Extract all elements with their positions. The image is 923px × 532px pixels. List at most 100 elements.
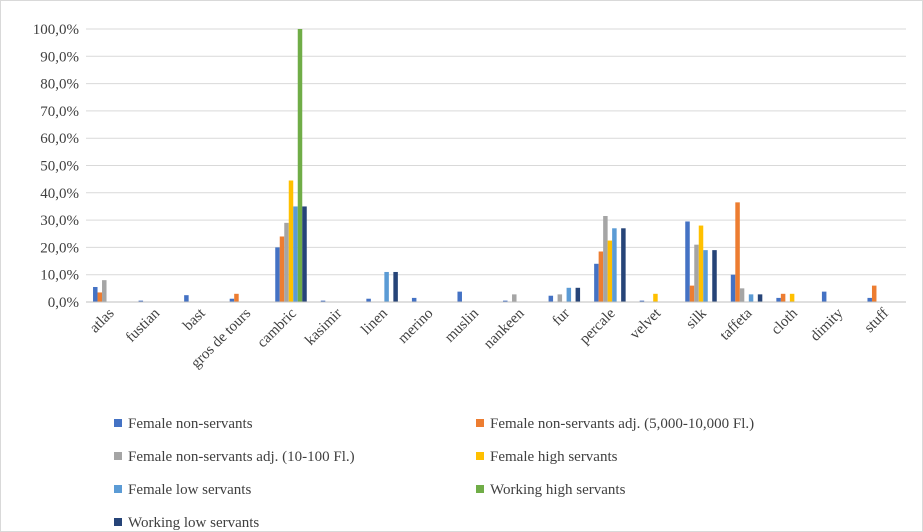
bar <box>594 263 599 302</box>
bar <box>288 180 294 302</box>
x-category-label: bast <box>180 305 209 334</box>
x-category-label: merino <box>395 306 436 347</box>
x-category-label: velvet <box>627 305 665 343</box>
y-tick-label: 70,0% <box>40 104 79 120</box>
bar <box>275 247 280 302</box>
bar <box>566 287 572 302</box>
legend-swatch <box>476 419 484 427</box>
bar <box>503 300 508 302</box>
bar <box>557 294 563 302</box>
bar <box>739 288 745 302</box>
bar <box>598 251 604 302</box>
x-category-label: dimity <box>807 305 846 344</box>
y-tick-label: 0,0% <box>48 295 79 311</box>
bar <box>603 216 608 302</box>
bar <box>102 280 107 302</box>
x-category-label: percale <box>577 305 619 347</box>
bar <box>411 297 417 302</box>
bar <box>138 300 144 302</box>
legend-swatch <box>114 518 122 526</box>
legend-label: Female non-servants adj. (5,000-10,000 F… <box>490 416 754 432</box>
x-category-label: muslin <box>442 305 483 346</box>
bar <box>612 228 617 302</box>
x-category-label: nankeen <box>481 305 528 352</box>
x-category-label: stuff <box>861 306 892 337</box>
bar <box>93 286 98 302</box>
legend-label: Female high servants <box>490 449 618 465</box>
bar <box>229 298 235 302</box>
bar <box>393 271 398 302</box>
x-category-label: fur <box>549 306 573 330</box>
bar <box>302 206 307 302</box>
bar <box>703 250 708 302</box>
x-category-label: kasimir <box>302 306 345 349</box>
y-tick-label: 50,0% <box>40 159 79 175</box>
x-category-label: linen <box>358 305 391 338</box>
bar <box>279 236 285 302</box>
bar <box>776 297 781 302</box>
bar <box>780 293 786 302</box>
bar <box>694 244 699 302</box>
y-tick-label: 10,0% <box>40 268 79 284</box>
x-category-label: fustian <box>123 305 164 346</box>
bar <box>867 297 872 302</box>
bar <box>320 300 326 302</box>
bar <box>698 225 704 302</box>
legend-label: Female non-servants adj. (10-100 Fl.) <box>128 449 355 465</box>
bar <box>730 274 736 302</box>
bar <box>548 295 554 302</box>
bar <box>871 285 877 302</box>
legend-label: Working high servants <box>490 482 626 498</box>
legend-swatch <box>114 452 122 460</box>
bar <box>184 295 189 302</box>
legend-label: Working low servants <box>128 515 259 531</box>
bar <box>685 221 690 302</box>
legend-swatch <box>114 419 122 427</box>
bar <box>366 298 371 302</box>
x-category-label: silk <box>683 305 710 332</box>
bar <box>575 287 581 302</box>
bar <box>712 250 717 302</box>
gridlines <box>86 28 906 276</box>
legend-swatch <box>476 452 484 460</box>
y-axis-tick-labels: 0,0% 10,0% 20,0% 30,0% 40,0% 50,0% 60,0% 70,0% 8… <box>33 22 79 311</box>
bar <box>457 291 462 302</box>
bar <box>748 294 754 302</box>
y-tick-label: 100,0% <box>33 22 79 38</box>
bar <box>821 291 827 302</box>
y-tick-label: 30,0% <box>40 213 79 229</box>
legend: Female non-servants Female non-servants a… <box>114 416 754 531</box>
y-tick-label: 90,0% <box>40 49 79 65</box>
y-tick-label: 20,0% <box>40 240 79 256</box>
bars <box>93 29 877 302</box>
bar <box>297 29 303 302</box>
bar <box>607 240 613 302</box>
bar <box>293 206 298 302</box>
bar <box>689 285 695 302</box>
bar <box>384 271 389 302</box>
legend-label: Female non-servants <box>128 416 253 432</box>
bar <box>789 293 795 302</box>
bar <box>639 300 645 302</box>
y-tick-label: 60,0% <box>40 131 79 147</box>
bar <box>512 294 517 302</box>
bar <box>757 294 763 302</box>
legend-label: Female low servants <box>128 482 251 498</box>
x-category-label: cambric <box>254 305 300 351</box>
legend-swatch <box>476 485 484 493</box>
x-category-label: atlas <box>87 305 118 336</box>
x-category-label: taffeta <box>717 305 755 343</box>
bar <box>735 202 740 302</box>
bar <box>97 292 103 302</box>
legend-swatch <box>114 485 122 493</box>
x-category-label: cloth <box>768 305 801 338</box>
y-tick-label: 40,0% <box>40 186 79 202</box>
bar <box>621 228 626 302</box>
bar <box>653 293 658 302</box>
y-tick-label: 80,0% <box>40 77 79 93</box>
bar <box>284 222 289 302</box>
bar <box>234 293 239 302</box>
